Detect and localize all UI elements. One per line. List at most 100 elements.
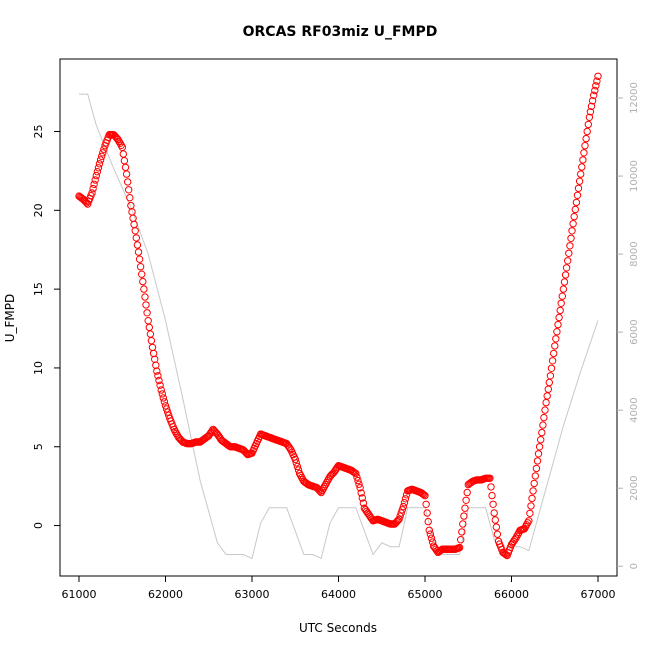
data-point [420, 491, 428, 499]
data-point [553, 328, 561, 336]
data-point [147, 337, 156, 345]
data-point [493, 530, 502, 538]
y2-tick-label: 12000 [629, 82, 640, 114]
data-point [320, 482, 329, 491]
y-axis: 0 5 10 15 20 25 [32, 125, 60, 529]
data-point [355, 480, 363, 488]
data-point [564, 257, 572, 265]
data-point [566, 242, 574, 250]
data-point [526, 509, 534, 517]
data-point [422, 500, 430, 508]
data-point [353, 473, 361, 481]
data-point [542, 398, 550, 407]
data-point [143, 309, 151, 317]
data-point [155, 376, 163, 385]
data-point [401, 495, 410, 503]
data-point [488, 491, 496, 500]
data-point [567, 234, 575, 243]
data-point [351, 469, 359, 477]
data-point [458, 528, 466, 536]
data-point [588, 97, 597, 105]
data-point [581, 142, 589, 150]
data-point [162, 405, 171, 413]
series-line [79, 93, 599, 560]
data-point [528, 494, 536, 503]
data-point [142, 301, 150, 309]
data-point [552, 335, 560, 343]
y-axis-label: U_FMPD [3, 294, 17, 343]
data-point [119, 150, 128, 158]
data-point [419, 490, 427, 498]
data-point [580, 149, 588, 157]
data-point [574, 184, 583, 193]
x-tick-label: 66000 [494, 588, 529, 601]
data-point [539, 421, 547, 429]
data-point [115, 137, 123, 146]
data-point [459, 520, 467, 528]
data-point [131, 227, 139, 235]
data-point [565, 249, 573, 258]
data-point [158, 390, 167, 398]
data-point [400, 499, 409, 507]
data-point [427, 534, 436, 542]
data-point [556, 306, 564, 315]
data-point [145, 323, 154, 332]
data-point [530, 479, 538, 488]
data-point [562, 264, 571, 272]
data-point [122, 170, 131, 178]
data-point [584, 120, 592, 129]
y-tick-label: 15 [32, 282, 45, 296]
data-point [529, 487, 537, 495]
data-point [146, 330, 155, 338]
x-tick-label: 61000 [62, 588, 97, 601]
data-point [152, 361, 160, 369]
data-point [533, 457, 542, 465]
data-point [573, 191, 582, 200]
x-axis-label: UTC Seconds [299, 621, 377, 635]
data-point [424, 517, 432, 526]
data-point [547, 364, 556, 372]
data-point [94, 164, 103, 172]
data-point [172, 429, 181, 438]
data-point [543, 392, 551, 400]
data-point [135, 255, 144, 263]
data-point [90, 180, 98, 189]
data-point [426, 530, 435, 538]
data-point [125, 186, 133, 194]
data-point [120, 157, 129, 165]
data-point [546, 372, 555, 380]
data-point [544, 385, 552, 393]
data-point [591, 86, 599, 95]
data-point [578, 163, 586, 171]
data-point [88, 189, 96, 197]
y2-tick-label: 0 [629, 563, 640, 569]
data-point [91, 176, 99, 184]
y2-tick-label: 2000 [629, 475, 640, 500]
data-point [585, 113, 594, 122]
data-point [159, 394, 168, 402]
data-point [151, 355, 159, 363]
data-point [531, 472, 539, 480]
data-point [130, 220, 138, 229]
data-point [593, 77, 601, 85]
data-point [95, 160, 104, 168]
data-point [315, 486, 323, 494]
data-point [501, 550, 509, 558]
data-point [398, 506, 406, 514]
data-point [352, 469, 360, 478]
data-point [572, 198, 581, 207]
data-point [144, 317, 152, 325]
data-point [354, 476, 362, 485]
y2-tick-label: 8000 [629, 241, 640, 266]
data-point [491, 516, 499, 524]
data-point [141, 293, 149, 301]
x-tick-label: 64000 [321, 588, 356, 601]
data-point [555, 313, 563, 322]
data-point [550, 349, 558, 358]
y-tick-label: 25 [32, 125, 45, 139]
data-point [96, 156, 105, 164]
y-tick-label: 0 [32, 522, 45, 529]
data-point [527, 502, 535, 510]
data-point [93, 168, 102, 176]
